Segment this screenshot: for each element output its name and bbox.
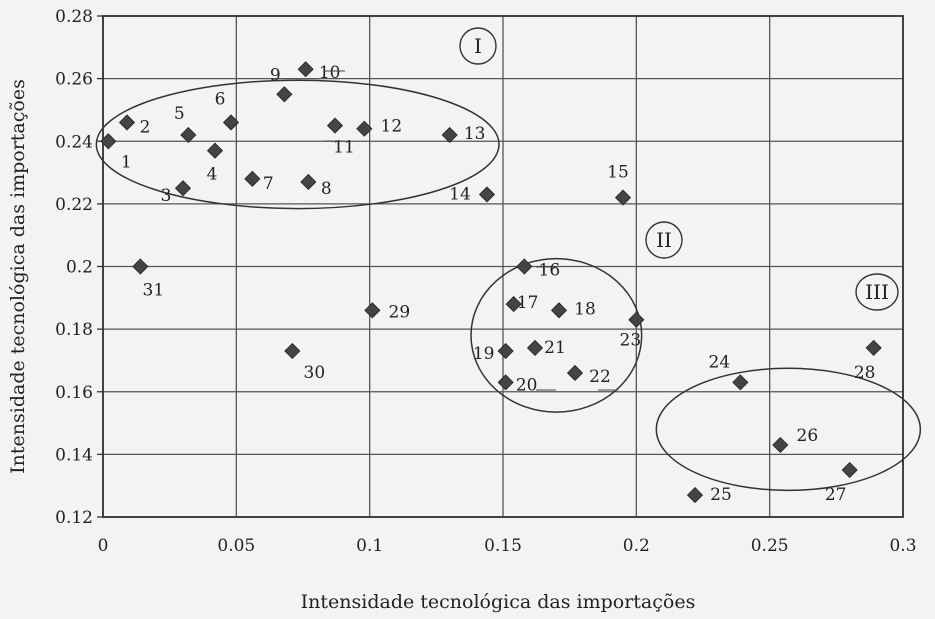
data-point-marker [100,133,117,150]
cluster-ellipse [470,257,643,413]
data-point-marker [276,86,293,103]
data-point-label: 31 [143,281,165,301]
data-point-label: 10 [319,63,341,83]
cluster-label-circle [645,221,683,259]
y-tick-label: 0.16 [55,383,93,403]
x-tick-label: 0.1 [356,536,383,556]
x-axis-label: Intensidade tecnológica das importações [301,591,696,613]
y-tick-label: 0.22 [55,195,93,215]
x-tick-label: 0.3 [889,536,916,556]
y-tick-label: 0.12 [55,508,93,528]
data-point-marker [686,487,704,504]
data-point-marker [364,302,381,319]
x-tick-label: 0.2 [623,536,650,556]
y-tick-label: 0.14 [55,445,93,465]
data-point-label: 21 [544,338,566,358]
cluster-ellipse [655,367,922,492]
y-tick-label: 0.18 [55,320,93,340]
data-point-label: 24 [709,352,731,372]
data-point-label: 7 [263,174,274,194]
data-point-marker [300,173,317,191]
cluster-label-circle [459,27,497,65]
data-point-marker [505,296,522,313]
data-point-marker [118,114,136,131]
data-point-label: 4 [207,165,218,185]
data-point-label: 2 [140,117,151,137]
data-point-marker [497,342,514,360]
data-point-marker [526,339,544,356]
data-point-marker [356,120,373,137]
data-point-label: 27 [825,485,847,505]
data-point-label: 30 [304,363,326,383]
x-tick-label: 0.05 [217,536,255,556]
data-point-marker [244,170,261,187]
data-point-label: 23 [620,331,642,351]
data-point-label: 12 [381,117,403,137]
y-tick-label: 0.24 [55,132,93,152]
data-point-marker [497,374,514,391]
data-point-marker [772,436,789,454]
data-point-label: 16 [539,261,561,281]
data-point-label: 28 [854,363,876,383]
x-tick-label: 0.25 [751,536,789,556]
cluster-label: III [865,280,889,304]
data-point-label: 1 [121,152,132,172]
cluster-label: II [656,228,672,252]
data-point-label: 8 [321,179,332,199]
data-point-label: 19 [473,344,495,364]
x-tick-label: 0.15 [484,536,522,556]
data-point-marker [206,142,224,159]
y-tick-label: 0.28 [55,7,93,27]
y-tick-label: 0.2 [66,258,93,278]
data-point-label: 6 [215,89,226,109]
data-point-label: 3 [161,186,172,206]
data-point-marker [732,374,749,391]
data-point-marker [180,126,197,144]
data-point-marker [326,117,344,134]
data-point-label: 11 [333,138,355,158]
data-point-label: 17 [517,293,539,313]
data-point-label: 29 [389,302,411,322]
x-tick-label: 0 [98,536,109,556]
data-point-marker [441,126,458,144]
cluster-label-circle [855,273,899,311]
data-point-marker [628,311,645,328]
data-point-marker [132,258,149,275]
data-point-marker [550,302,568,319]
data-point-label: 26 [797,426,819,446]
y-tick-label: 0.26 [55,70,93,90]
data-point-marker [516,258,533,275]
data-point-label: 25 [710,485,732,505]
data-point-label: 20 [516,375,538,395]
y-axis-label: Intensidade tecnológica das importações [7,79,29,474]
cluster-ellipse [95,79,500,210]
data-point-label: 5 [174,104,185,124]
data-point-label: 9 [270,65,281,85]
data-point-marker [478,186,496,203]
data-point-marker [174,180,192,197]
data-point-label: 14 [449,184,471,204]
cluster-label: I [474,34,482,58]
data-point-marker [297,61,314,78]
data-point-marker [284,342,301,360]
data-point-label: 13 [464,124,486,144]
data-point-label: 15 [607,163,629,183]
data-point-label: 18 [574,299,596,319]
data-point-marker [614,189,632,206]
data-point-marker [841,461,858,479]
data-point-marker [865,339,882,356]
data-point-marker [222,114,240,131]
data-point-label: 22 [589,367,611,387]
data-point-marker [566,364,584,382]
